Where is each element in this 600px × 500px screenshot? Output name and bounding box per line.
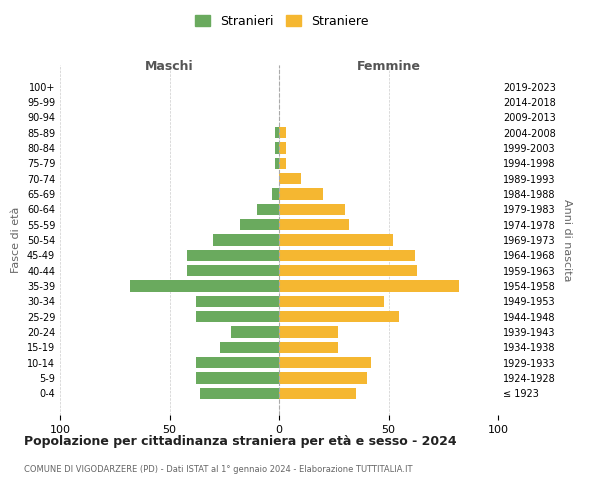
Bar [279,296,384,307]
Bar [279,372,367,384]
Bar [279,311,400,322]
Bar [279,219,349,230]
Bar [279,173,301,184]
Bar [279,158,286,169]
Bar [279,127,286,138]
Bar [214,234,279,246]
Bar [279,234,393,246]
Text: Maschi: Maschi [145,60,194,73]
Y-axis label: Fasce di età: Fasce di età [11,207,21,273]
Bar [187,265,279,276]
Bar [279,142,286,154]
Bar [279,188,323,200]
Bar [220,342,279,353]
Bar [196,311,279,322]
Text: Popolazione per cittadinanza straniera per età e sesso - 2024: Popolazione per cittadinanza straniera p… [24,435,457,448]
Bar [187,250,279,261]
Bar [279,388,356,399]
Bar [200,388,279,399]
Bar [279,265,417,276]
Text: COMUNE DI VIGODARZERE (PD) - Dati ISTAT al 1° gennaio 2024 - Elaborazione TUTTIT: COMUNE DI VIGODARZERE (PD) - Dati ISTAT … [24,465,413,474]
Bar [279,326,338,338]
Bar [275,158,279,169]
Bar [279,280,458,292]
Bar [130,280,279,292]
Legend: Stranieri, Straniere: Stranieri, Straniere [191,11,373,32]
Bar [279,250,415,261]
Bar [196,357,279,368]
Bar [279,204,345,215]
Bar [275,142,279,154]
Bar [196,296,279,307]
Bar [279,342,338,353]
Bar [196,372,279,384]
Bar [239,219,279,230]
Bar [275,127,279,138]
Bar [257,204,279,215]
Bar [279,357,371,368]
Bar [231,326,279,338]
Bar [272,188,279,200]
Y-axis label: Anni di nascita: Anni di nascita [562,198,572,281]
Text: Femmine: Femmine [356,60,421,73]
